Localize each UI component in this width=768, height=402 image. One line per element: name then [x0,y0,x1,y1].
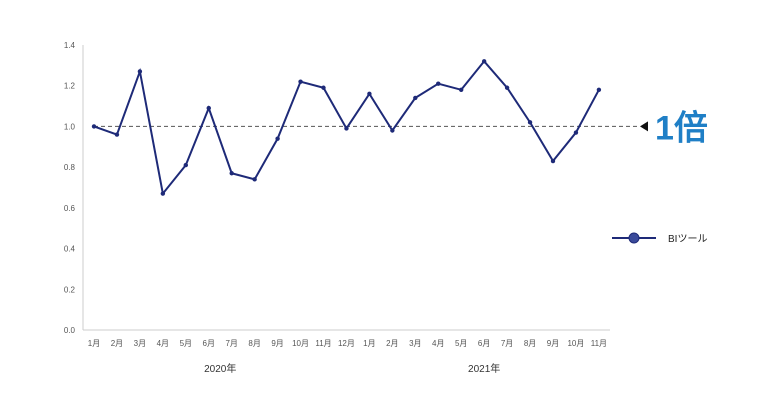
y-tick-label: 0.2 [64,285,76,294]
axes [82,45,610,331]
data-point [114,132,120,137]
data-point [413,95,418,101]
data-point [550,158,556,164]
data-point [298,79,303,84]
year-label: 2020年 [204,362,236,375]
x-tick-label: 6月 [478,339,490,348]
reference-arrow-marker [640,121,648,132]
x-tick-label: 8月 [524,339,536,348]
data-point [229,171,234,176]
y-tick-label: 1.2 [64,82,76,91]
series-group [91,59,602,196]
x-tick-label: 12月 [338,339,355,348]
x-tick-label: 11月 [315,339,331,348]
data-point [390,128,395,133]
legend: BIツール [612,232,707,245]
y-tick-label: 1.4 [64,41,76,50]
data-point [527,120,533,125]
x-tick-label: 10月 [567,339,584,348]
y-tick-label: 0.6 [64,204,76,213]
data-point [137,69,143,74]
data-point [183,162,188,168]
year-label: 2021年 [468,362,500,375]
data-point [160,191,166,196]
data-point [504,85,510,90]
data-point [206,105,211,111]
data-point [321,85,326,90]
x-tick-label: 2月 [386,339,398,348]
legend-marker [628,232,640,244]
x-tick-label: 4月 [432,339,444,348]
x-tick-label: 4月 [157,339,169,348]
x-tick-label: 7月 [225,339,237,348]
x-tick-label: 11月 [591,339,607,348]
y-tick-label: 1.0 [64,122,76,131]
x-tick-label: 6月 [203,339,215,348]
data-point [252,177,257,182]
data-point [459,87,464,92]
x-tick-label: 7月 [501,339,513,348]
x-tick-label: 9月 [271,339,283,348]
y-tick-labels: 0.0 0.2 0.4 0.6 0.8 1.0 1.2 1.4 [64,41,76,335]
reference-line-group: 1倍 [94,109,708,147]
reference-line-label: 1倍 [655,109,708,147]
data-point [344,126,349,131]
x-tick-label: 10月 [292,339,309,348]
x-tick-label: 3月 [409,339,421,348]
data-point [596,87,602,92]
y-tick-label: 0.4 [64,245,76,254]
legend-label: BIツール [668,234,707,245]
x-tick-labels: 1月 2月 3月 4月 5月 6月 7月 8月 9月 10月 11月 12月 1月 2月 3月 4月 5月 6月 7… [88,339,607,348]
data-point [367,91,372,97]
x-tick-label: 8月 [248,339,260,348]
x-tick-label: 2月 [111,339,123,348]
data-point [275,136,280,141]
data-point [91,124,97,129]
y-tick-label: 0.8 [64,163,76,172]
x-tick-label: 3月 [134,339,146,348]
x-tick-label: 1月 [363,339,375,348]
x-tick-label: 5月 [455,339,467,348]
x-tick-label: 9月 [547,339,559,348]
y-tick-label: 0.0 [64,326,76,335]
x-tick-label: 5月 [180,339,192,348]
x-tick-label: 1月 [88,339,100,348]
year-labels: 2020年 2021年 [204,362,500,375]
data-point [481,59,487,64]
data-point [436,81,441,86]
data-point [573,130,579,135]
